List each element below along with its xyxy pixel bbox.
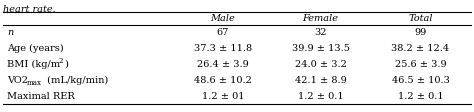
Text: 24.0 ± 3.2: 24.0 ± 3.2 — [294, 60, 346, 69]
Text: 1.2 ± 01: 1.2 ± 01 — [202, 92, 244, 101]
Text: heart rate.: heart rate. — [3, 5, 56, 14]
Text: 2: 2 — [59, 57, 64, 65]
Text: max: max — [27, 79, 42, 87]
Text: 26.4 ± 3.9: 26.4 ± 3.9 — [197, 60, 249, 69]
Text: Age (years): Age (years) — [7, 44, 64, 53]
Text: n: n — [7, 28, 13, 37]
Text: 1.2 ± 0.1: 1.2 ± 0.1 — [398, 92, 443, 101]
Text: Female: Female — [302, 14, 338, 23]
Text: 32: 32 — [314, 28, 327, 37]
Text: Maximal RER: Maximal RER — [7, 92, 75, 101]
Text: BMI (kg/m: BMI (kg/m — [7, 60, 60, 69]
Text: 48.6 ± 10.2: 48.6 ± 10.2 — [194, 76, 252, 85]
Text: 46.5 ± 10.3: 46.5 ± 10.3 — [392, 76, 449, 85]
Text: 67: 67 — [217, 28, 229, 37]
Text: VO2: VO2 — [7, 76, 28, 85]
Text: 25.6 ± 3.9: 25.6 ± 3.9 — [395, 60, 447, 69]
Text: Total: Total — [408, 14, 433, 23]
Text: 42.1 ± 8.9: 42.1 ± 8.9 — [295, 76, 346, 85]
Text: 37.3 ± 11.8: 37.3 ± 11.8 — [194, 44, 252, 53]
Text: ): ) — [64, 60, 68, 69]
Text: Male: Male — [210, 14, 236, 23]
Text: 38.2 ± 12.4: 38.2 ± 12.4 — [392, 44, 449, 53]
Text: 39.9 ± 13.5: 39.9 ± 13.5 — [292, 44, 349, 53]
Text: 99: 99 — [414, 28, 427, 37]
Text: (mL/kg/min): (mL/kg/min) — [44, 76, 108, 85]
Text: 1.2 ± 0.1: 1.2 ± 0.1 — [298, 92, 343, 101]
